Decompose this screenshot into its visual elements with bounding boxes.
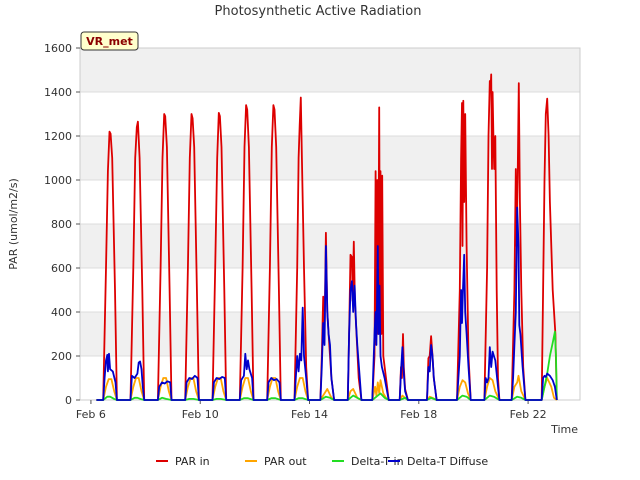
x-tick-label: Feb 18 [400, 408, 437, 421]
grid-band [80, 136, 580, 180]
legend-label: Delta-T in [351, 455, 404, 468]
legend-label: PAR out [264, 455, 307, 468]
y-tick-label: 400 [51, 306, 72, 319]
y-tick-label: 200 [51, 350, 72, 363]
x-axis: Feb 6 Feb 10 Feb 14 Feb 18 Feb 22 [76, 400, 547, 421]
y-tick-label: 600 [51, 262, 72, 275]
series-line-par-in [96, 73, 558, 401]
grid-band [80, 224, 580, 268]
y-axis: 0 200 400 600 800 1000 1200 1400 1600 [44, 42, 80, 407]
y-tick-label: 800 [51, 218, 72, 231]
legend-label: Delta-T Diffuse [407, 455, 488, 468]
series-line-par-out [96, 374, 558, 401]
legend-label: PAR in [175, 455, 210, 468]
badge-label: VR_met [86, 35, 133, 48]
series-line-delta-t-diffuse [96, 206, 558, 401]
y-tick-label: 1400 [44, 86, 72, 99]
grid-band [80, 48, 580, 92]
y-tick-label: 0 [65, 394, 72, 407]
y-axis-title: PAR (umol/m2/s) [7, 178, 20, 270]
y-tick-label: 1000 [44, 174, 72, 187]
x-axis-title: Time [550, 423, 578, 436]
chart-title: Photosynthetic Active Radiation [215, 4, 422, 19]
vr-met-badge: VR_met [80, 31, 139, 51]
x-tick-label: Feb 10 [182, 408, 219, 421]
series-layer [96, 73, 558, 401]
y-tick-label: 1200 [44, 130, 72, 143]
x-tick-label: Feb 14 [291, 408, 328, 421]
y-tick-label: 1600 [44, 42, 72, 55]
legend: PAR in PAR out Delta-T in Delta-T Diffuse [156, 455, 488, 468]
x-tick-label: Feb 6 [76, 408, 106, 421]
x-tick-label: Feb 22 [510, 408, 547, 421]
